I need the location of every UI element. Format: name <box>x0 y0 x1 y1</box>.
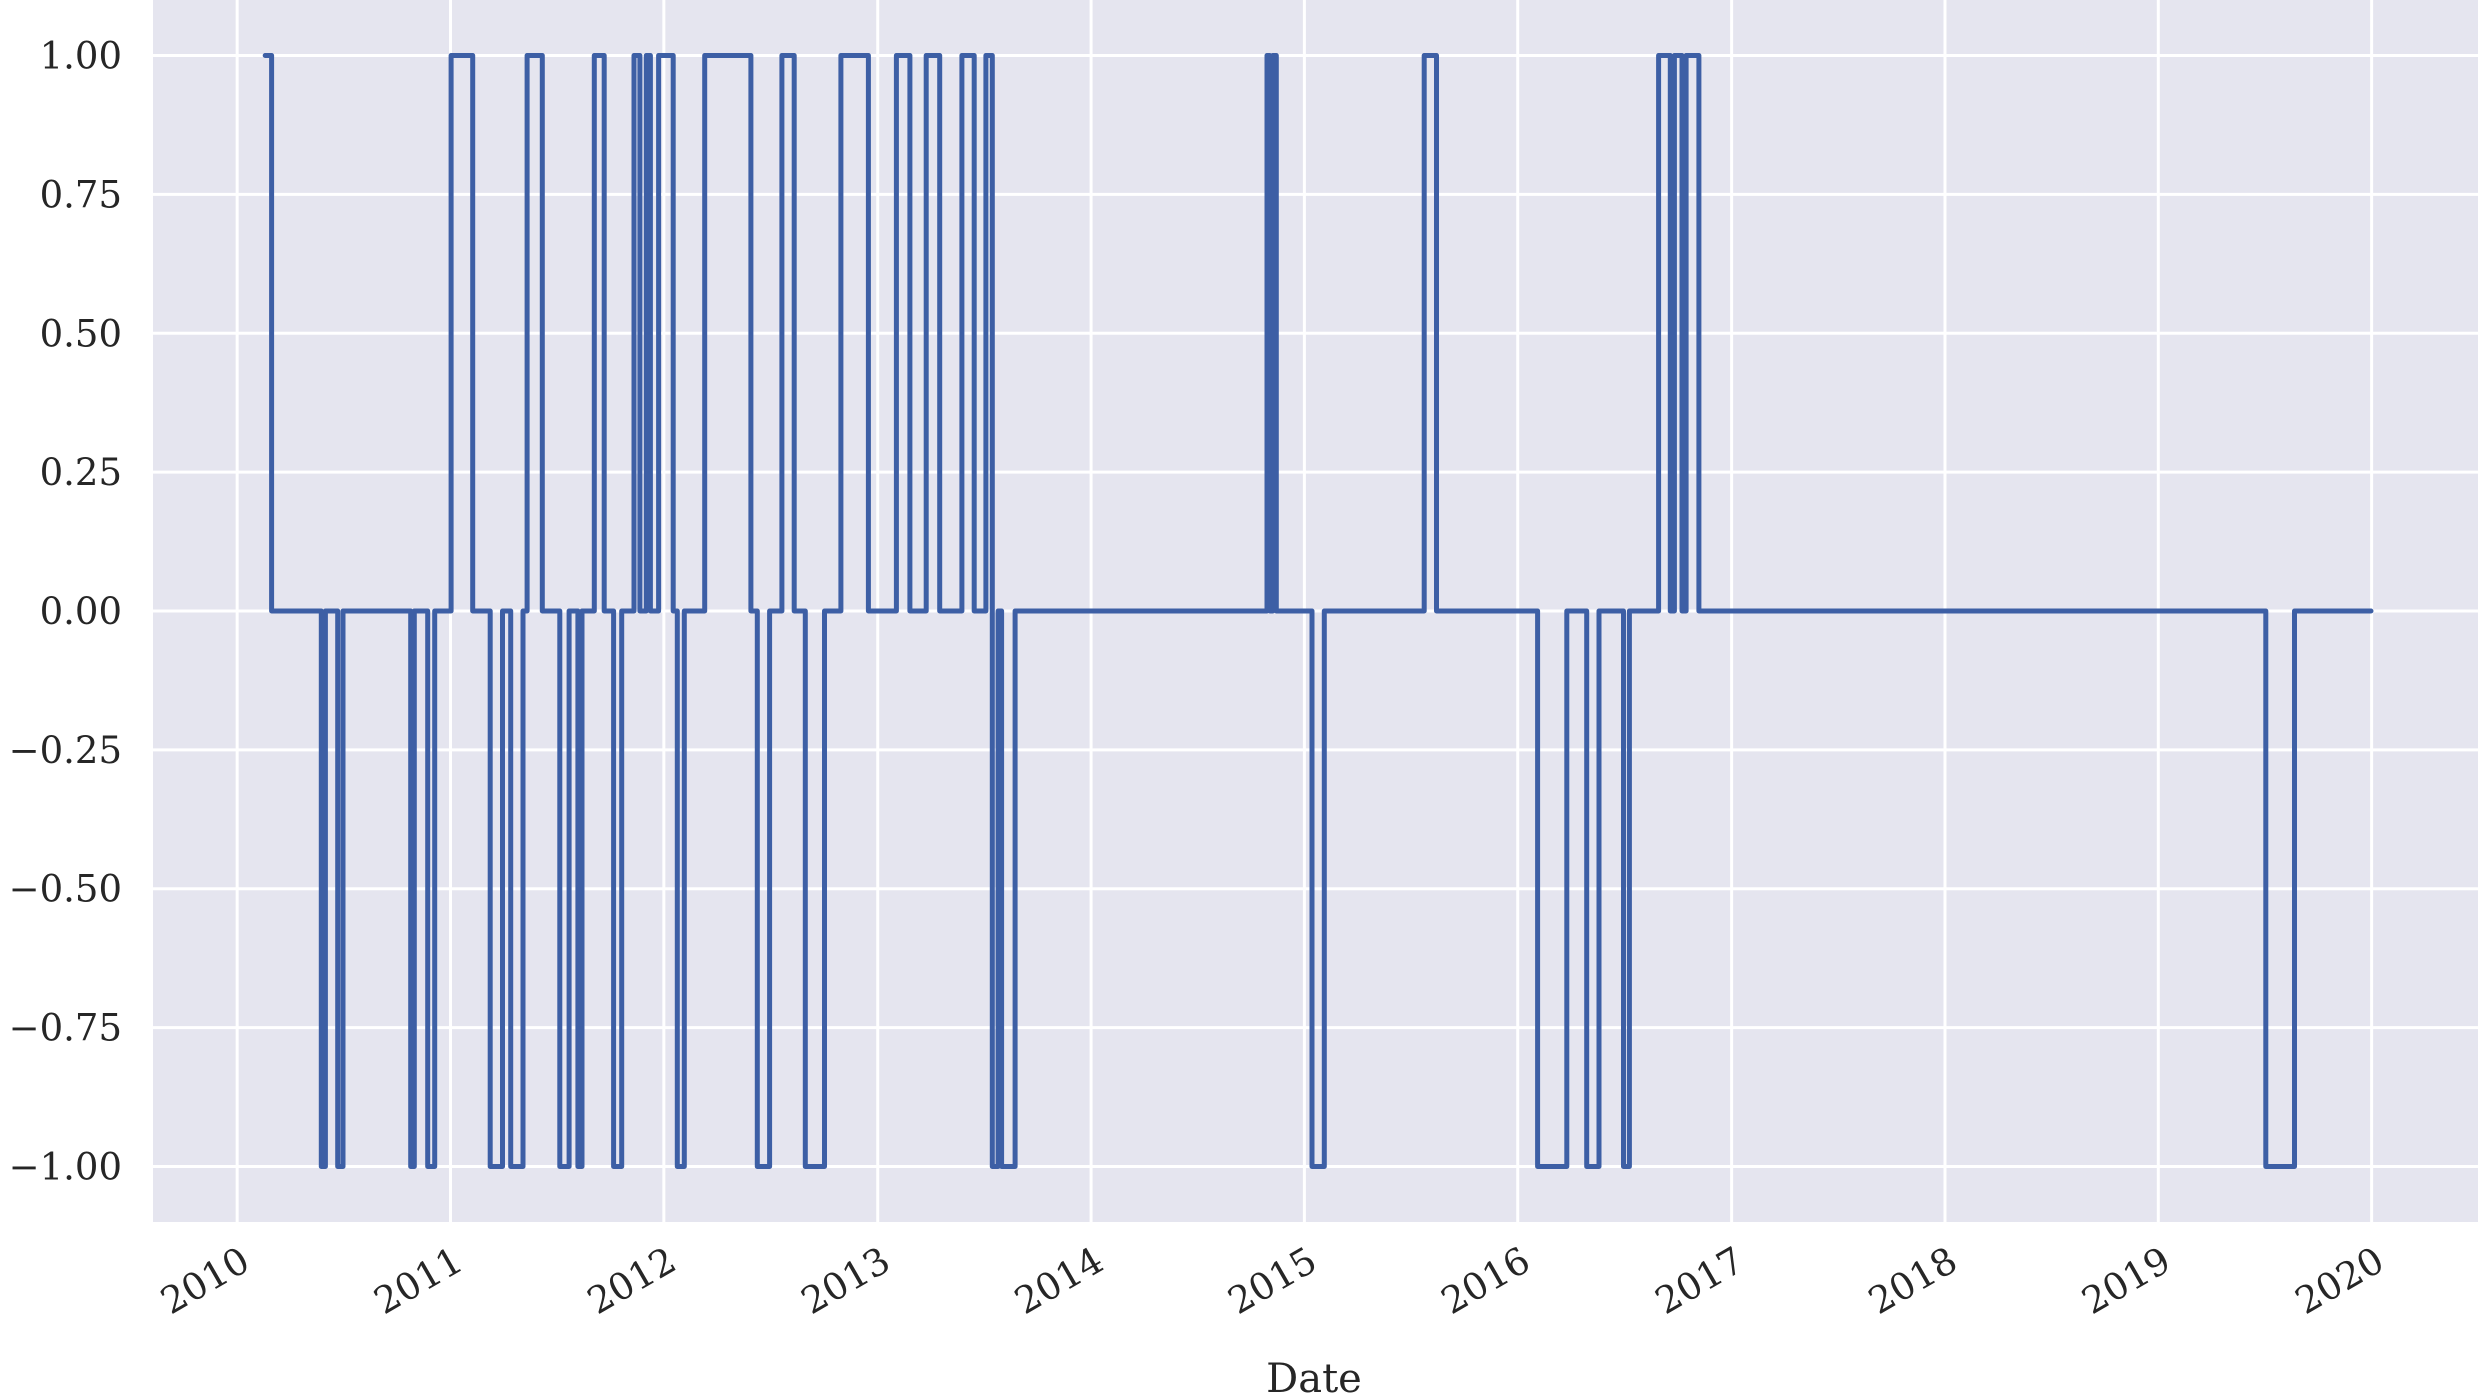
x-tick-label: 2015 <box>1221 1239 1324 1323</box>
y-tick-label: −1.00 <box>9 1145 122 1188</box>
x-tick-label: 2012 <box>580 1239 683 1323</box>
y-tick-label: 0.50 <box>40 312 122 355</box>
x-tick-label: 2016 <box>1434 1239 1537 1323</box>
x-tick-labels: 2010 2011 2012 2013 2014 2015 2016 2017 2018 2019… <box>154 1239 2392 1323</box>
x-tick-label: 2019 <box>2075 1239 2178 1323</box>
x-tick-label: 2017 <box>1648 1239 1751 1323</box>
x-tick-label: 2011 <box>367 1239 470 1323</box>
series-line <box>262 53 2374 1169</box>
y-tick-label: 0.75 <box>40 173 122 216</box>
x-tick-label: 2010 <box>154 1239 257 1323</box>
y-tick-label: −0.50 <box>9 868 122 911</box>
y-tick-label: 0.25 <box>40 451 122 494</box>
x-tick-label: 2013 <box>794 1239 897 1323</box>
x-tick-label: 2018 <box>1861 1239 1964 1323</box>
y-tick-label: 1.00 <box>40 35 122 78</box>
x-tick-label: 2014 <box>1008 1239 1111 1323</box>
y-tick-label: 0.00 <box>40 590 122 633</box>
y-tick-label: −0.75 <box>9 1007 122 1050</box>
x-axis-title: Date <box>1266 1356 1362 1395</box>
series-layer <box>262 53 2374 1169</box>
x-tick-label: 2020 <box>2288 1239 2391 1323</box>
y-tick-label: −0.25 <box>9 729 122 772</box>
y-tick-labels: 1.00 0.75 0.50 0.25 0.00 −0.25 −0.50 −0.75 −1.00 <box>9 35 122 1189</box>
